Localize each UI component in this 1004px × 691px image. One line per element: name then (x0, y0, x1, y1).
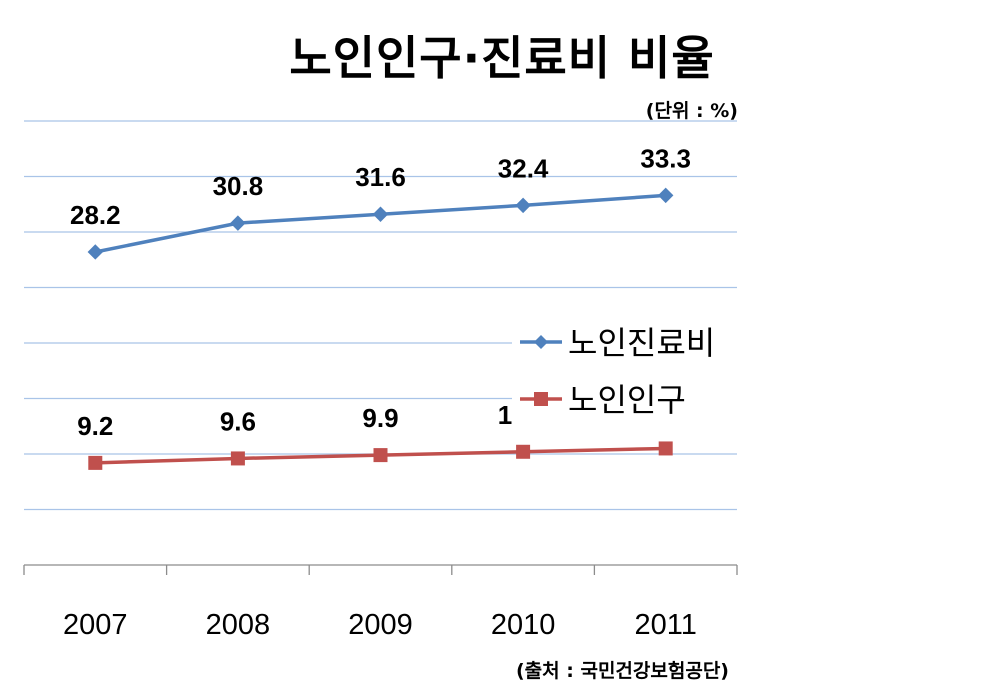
x-tick-label: 2008 (206, 609, 271, 641)
data-point (230, 215, 246, 231)
x-tick-label: 2007 (63, 609, 128, 641)
legend-box (512, 318, 740, 436)
data-label: 30.8 (213, 171, 264, 201)
legend-marker (534, 392, 548, 406)
unit-note: (단위 : %) (645, 100, 738, 122)
x-axis (23, 564, 738, 575)
data-point (373, 448, 388, 463)
data-point (230, 451, 245, 466)
series-line-0 (94, 193, 666, 254)
data-label: 33.3 (640, 143, 691, 173)
data-label: 9.2 (77, 411, 113, 441)
data-point (87, 244, 104, 260)
x-tick-label: 2010 (491, 609, 556, 641)
data-label: 31.6 (355, 162, 406, 192)
x-tick-label: 2011 (635, 609, 697, 641)
data-point (88, 455, 103, 470)
data-label: 9.9 (362, 403, 398, 433)
data-point (516, 444, 531, 459)
data-point (658, 441, 673, 456)
data-point (515, 197, 531, 214)
legend-label: 노인인구 (568, 381, 686, 419)
data-label: 28.2 (70, 200, 121, 230)
data-label: 32.4 (498, 153, 549, 183)
legend-label: 노인진료비 (568, 324, 715, 362)
legend-marker (534, 335, 548, 349)
data-point (372, 206, 389, 222)
data-label: 9.6 (220, 406, 256, 436)
chart-title: 노인인구·진료비 비율 (289, 31, 715, 85)
series-layer (87, 187, 674, 470)
x-tick-label: 2009 (348, 609, 413, 641)
data-point (657, 187, 674, 204)
source-note: (출처 : 국민건강보험공단) (516, 660, 729, 682)
x-tick-labels: 2007 2008 2009 2010 2011 (63, 609, 697, 641)
